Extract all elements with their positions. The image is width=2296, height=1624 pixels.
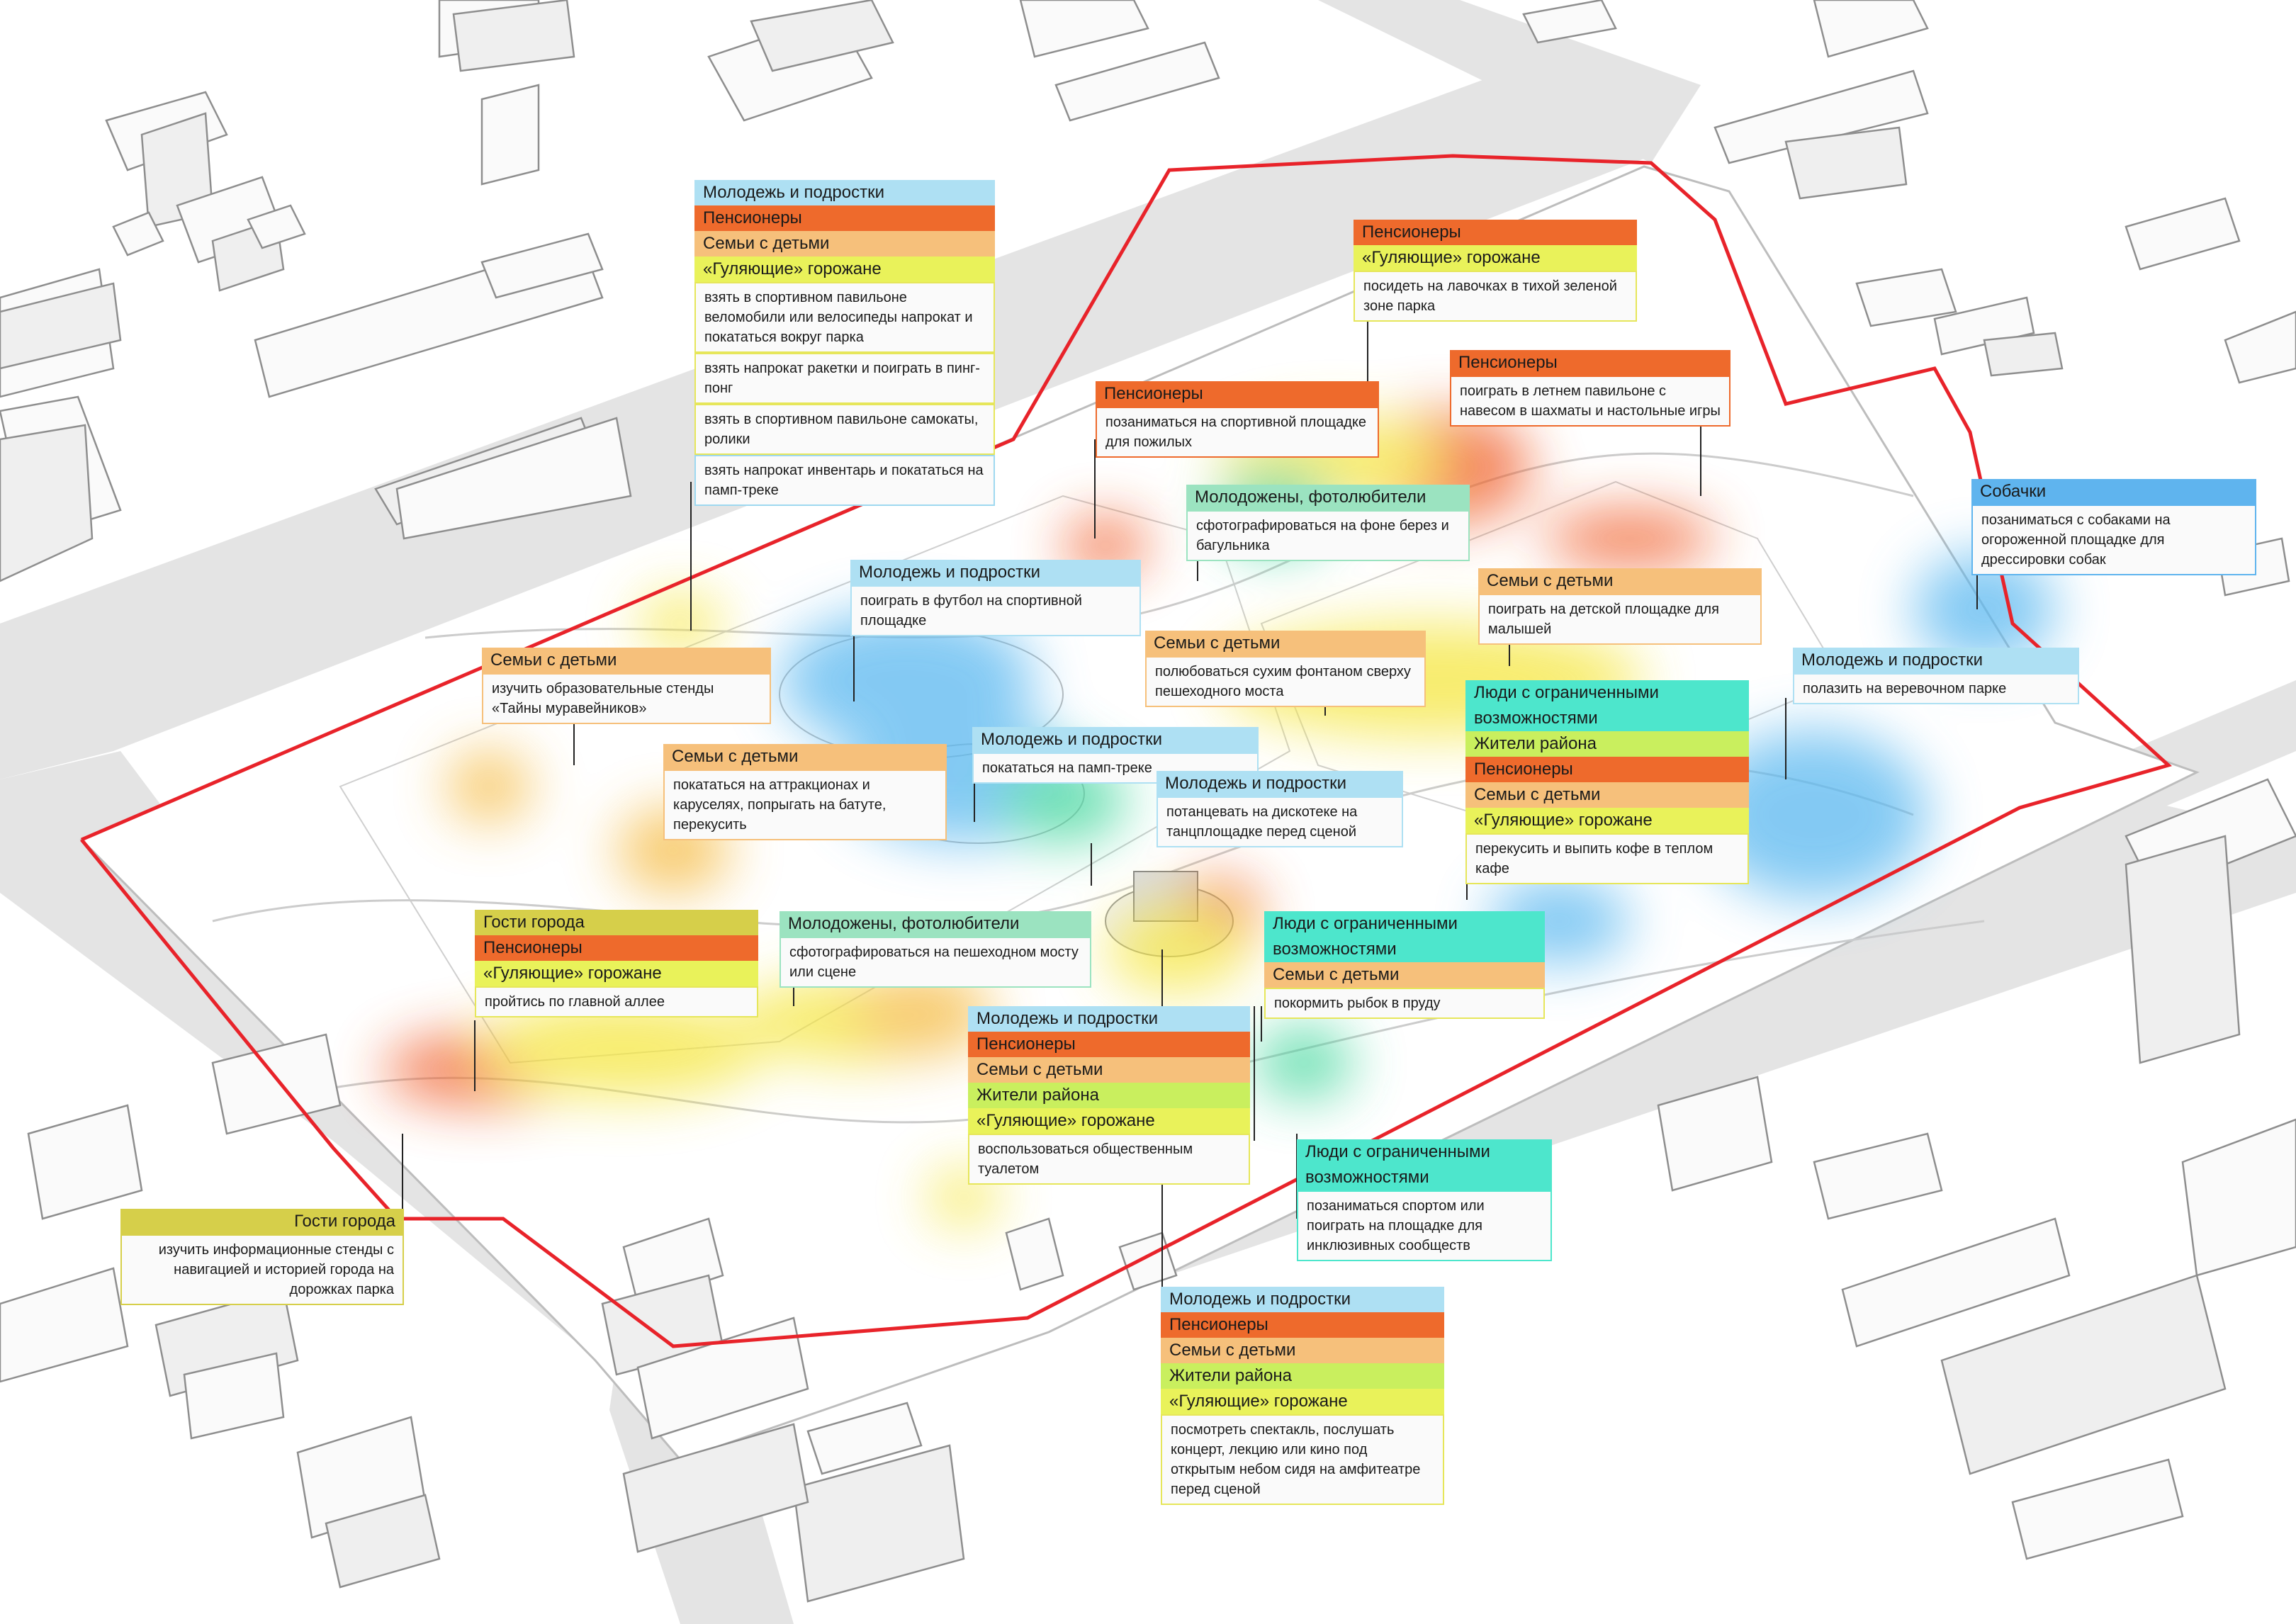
callout-sports-pavilion: Молодежь и подростки Пенсионеры Семьи с … [694, 180, 995, 506]
activity-disco: потанцевать на дискотеке на танцплощадке… [1157, 796, 1403, 847]
tag-disabled: Люди с ограниченными возможностями [1465, 680, 1749, 731]
activity-dog-training: позаниматься с собаками на огороженной п… [1971, 504, 2256, 575]
activity-amphitheatre: посмотреть спектакль, послушать концерт,… [1161, 1414, 1444, 1505]
tag-pensioners: Пенсионеры [968, 1032, 1250, 1057]
tag-youth: Молодежь и подростки [694, 180, 995, 205]
tag-newlyweds: Молодожены, фотолюбители [780, 911, 1091, 937]
activity-ping-pong: взять напрокат ракетки и поиграть в пинг… [694, 353, 995, 404]
callout-football: Молодежь и подростки поиграть в футбол н… [850, 560, 1141, 636]
activity-pump-track-rent: взять напрокат инвентарь и покататься на… [694, 455, 995, 506]
tag-pensioners: Пенсионеры [1161, 1312, 1444, 1338]
tag-families: Семьи с детьми [1161, 1338, 1444, 1363]
activity-dry-fountain: полюбоваться сухим фонтаном сверху пешех… [1145, 656, 1426, 707]
activity-scooters: взять в спортивном павильоне самокаты, р… [694, 404, 995, 455]
activity-info-stands: изучить информационные стенды с навигаци… [120, 1234, 404, 1305]
tag-residents: Жители района [968, 1083, 1250, 1108]
tag-families: Семьи с детьми [1264, 962, 1545, 988]
activity-anthill-stands: изучить образовательные стенды «Тайны му… [482, 673, 771, 724]
tag-disabled: Люди с ограниченными возможностями [1264, 911, 1545, 962]
tag-residents: Жители района [1161, 1363, 1444, 1389]
activity-bridge-photos: сфотографироваться на пешеходном мосту и… [780, 937, 1091, 988]
tag-walkers: «Гуляющие» горожане [1354, 245, 1637, 271]
activity-elderly-sports: позаниматься на спортивной площадке для … [1096, 407, 1379, 458]
activity-chess: поиграть в летнем павильоне с навесом в … [1450, 376, 1731, 427]
callout-attractions: Семьи с детьми покататься на аттракциона… [663, 744, 947, 840]
tag-families: Семьи с детьми [694, 231, 995, 256]
tag-youth: Молодежь и подростки [968, 1006, 1250, 1032]
tag-pensioners: Пенсионеры [1354, 220, 1637, 245]
tag-pensioners: Пенсионеры [1465, 757, 1749, 782]
callout-amphitheatre: Молодежь и подростки Пенсионеры Семьи с … [1161, 1287, 1444, 1505]
tag-pensioners: Пенсионеры [694, 205, 995, 231]
tag-pensioners: Пенсионеры [1450, 350, 1731, 376]
callout-disco: Молодежь и подростки потанцевать на диск… [1157, 771, 1403, 847]
tag-disabled: Люди с ограниченными возможностями [1297, 1139, 1552, 1190]
activity-attractions: покататься на аттракционах и каруселях, … [663, 769, 947, 840]
tag-families: Семьи с детьми [663, 744, 947, 769]
tag-walkers: «Гуляющие» горожане [1465, 808, 1749, 833]
callout-main-alley: Гости города Пенсионеры «Гуляющие» горож… [475, 910, 758, 1017]
tag-walkers: «Гуляющие» горожане [475, 961, 758, 986]
tag-pensioners: Пенсионеры [475, 935, 758, 961]
tag-families: Семьи с детьми [1145, 631, 1426, 656]
tag-families: Семьи с детьми [1465, 782, 1749, 808]
callout-bridge-photos: Молодожены, фотолюбители сфотографироват… [780, 911, 1091, 988]
tag-pensioners: Пенсионеры [1096, 381, 1379, 407]
activity-rope-park: полазить на веревочном парке [1793, 673, 2079, 704]
callout-inclusive-sports: Люди с ограниченными возможностями позан… [1297, 1139, 1552, 1261]
tag-youth: Молодежь и подростки [850, 560, 1141, 585]
activity-fish-pond: покормить рыбок в пруду [1264, 988, 1545, 1019]
tag-youth: Молодежь и подростки [972, 727, 1259, 752]
tag-guests: Гости города [475, 910, 758, 935]
tag-families: Семьи с детьми [1478, 568, 1762, 594]
callout-birch-photos: Молодожены, фотолюбители сфотографироват… [1186, 485, 1470, 561]
tag-youth: Молодежь и подростки [1157, 771, 1403, 796]
callout-info-stands: Гости города изучить информационные стен… [120, 1209, 404, 1305]
callout-dry-fountain: Семьи с детьми полюбоваться сухим фонтан… [1145, 631, 1426, 707]
activity-football: поиграть в футбол на спортивной площадке [850, 585, 1141, 636]
activity-cafe: перекусить и выпить кофе в теплом кафе [1465, 833, 1749, 884]
callout-chess-pavilion: Пенсионеры поиграть в летнем павильоне с… [1450, 350, 1731, 427]
callout-elderly-sports: Пенсионеры позаниматься на спортивной пл… [1096, 381, 1379, 458]
activity-inclusive-sports: позаниматься спортом или поиграть на пло… [1297, 1190, 1552, 1261]
callout-toilet: Молодежь и подростки Пенсионеры Семьи с … [968, 1006, 1250, 1185]
activity-toddler-playground: поиграть на детской площадке для малышей [1478, 594, 1762, 645]
tag-residents: Жители района [1465, 731, 1749, 757]
tag-guests: Гости города [120, 1209, 404, 1234]
tag-walkers: «Гуляющие» горожане [1161, 1389, 1444, 1414]
tag-youth: Молодежь и подростки [1161, 1287, 1444, 1312]
tag-newlyweds: Молодожены, фотолюбители [1186, 485, 1470, 510]
callout-anthill-stands: Семьи с детьми изучить образовательные с… [482, 648, 771, 724]
activity-velomobile: взять в спортивном павильоне веломобили … [694, 282, 995, 353]
callout-cafe: Люди с ограниченными возможностями Жител… [1465, 680, 1749, 884]
activity-birch-photos: сфотографироваться на фоне берез и багул… [1186, 510, 1470, 561]
activity-main-alley: пройтись по главной аллее [475, 986, 758, 1017]
tag-youth: Молодежь и подростки [1793, 648, 2079, 673]
callout-rope-park: Молодежь и подростки полазить на веревоч… [1793, 648, 2079, 704]
activity-benches: посидеть на лавочках в тихой зеленой зон… [1354, 271, 1637, 322]
tag-walkers: «Гуляющие» горожане [694, 256, 995, 282]
callout-benches: Пенсионеры «Гуляющие» горожане посидеть … [1354, 220, 1637, 322]
callout-toddler-playground: Семьи с детьми поиграть на детской площа… [1478, 568, 1762, 645]
callout-dog-training: Собачки позаниматься с собаками на огоро… [1971, 479, 2256, 575]
tag-walkers: «Гуляющие» горожане [968, 1108, 1250, 1134]
activity-toilet: воспользоваться общественным туалетом [968, 1134, 1250, 1185]
tag-families: Семьи с детьми [968, 1057, 1250, 1083]
tag-families: Семьи с детьми [482, 648, 771, 673]
tag-dogs: Собачки [1971, 479, 2256, 504]
callout-fish-pond: Люди с ограниченными возможностями Семьи… [1264, 911, 1545, 1019]
